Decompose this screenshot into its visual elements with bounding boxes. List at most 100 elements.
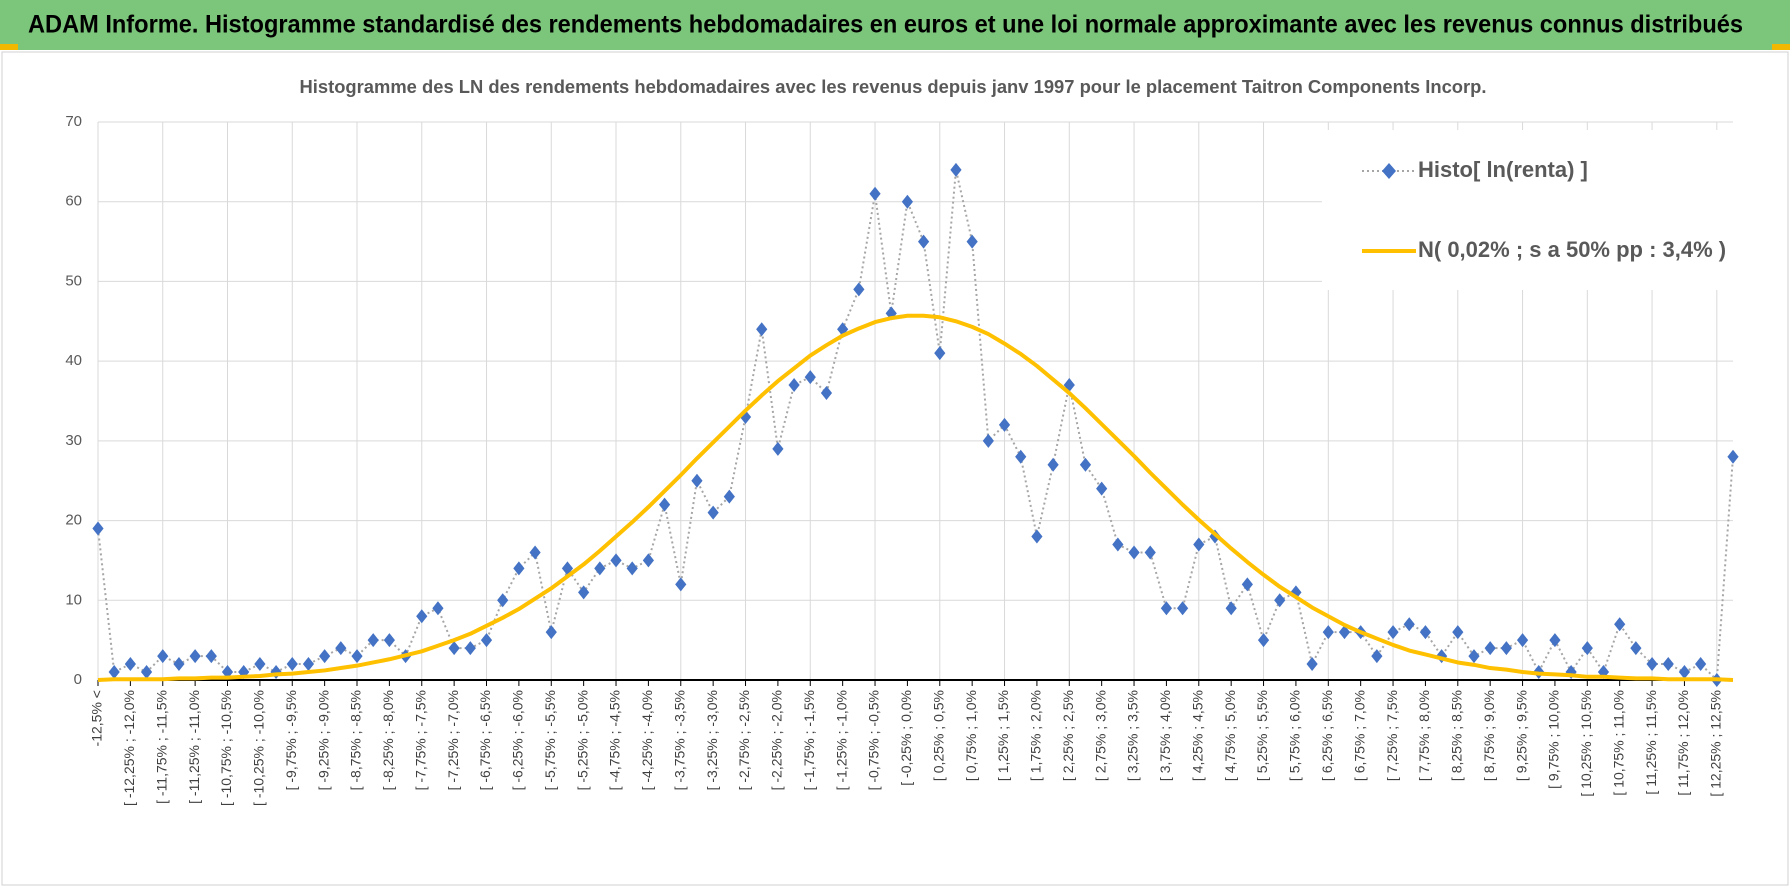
data-point xyxy=(1484,641,1496,656)
data-point xyxy=(1306,657,1318,672)
x-tick-label: [ -11,75% ; -11,5% xyxy=(153,690,169,804)
data-point xyxy=(1646,657,1658,672)
data-point xyxy=(1015,449,1027,464)
data-point xyxy=(1468,649,1480,664)
data-point xyxy=(1257,633,1270,648)
series-line xyxy=(97,313,1734,682)
data-point xyxy=(658,497,671,512)
y-tick-label: 50 xyxy=(65,272,82,289)
y-tick-label: 60 xyxy=(65,193,82,210)
data-point xyxy=(610,553,622,568)
data-point xyxy=(998,417,1011,432)
data-point xyxy=(788,378,800,393)
x-tick-label: [ 1,75% ; 2,0% xyxy=(1028,690,1044,781)
x-tick-label: [ 4,25% ; 4,5% xyxy=(1189,690,1205,781)
data-point xyxy=(157,649,169,664)
x-tick-label: [ 11,75% ; 12,0% xyxy=(1675,690,1691,796)
x-tick-label: [ 6,25% ; 6,5% xyxy=(1319,690,1335,781)
x-tick-label: [ -6,75% ; -6,5% xyxy=(477,690,493,790)
x-tick-label: [ -10,75% ; -10,5% xyxy=(218,690,234,806)
data-point xyxy=(691,473,703,488)
x-tick-label: [ -8,75% ; -8,5% xyxy=(348,690,364,790)
data-point xyxy=(108,665,120,680)
y-tick-label: 70 xyxy=(65,113,82,130)
data-point xyxy=(1096,481,1108,496)
data-point xyxy=(1678,665,1691,680)
data-point xyxy=(367,633,379,648)
x-tick-label: [ -9,25% ; -9,0% xyxy=(315,690,331,790)
x-tick-label: [ 10,75% ; 11,0% xyxy=(1610,690,1626,796)
x-tick-label: [ -0,75% ; -0,5% xyxy=(866,690,882,790)
x-tick-label: [ -10,25% ; -10,0% xyxy=(251,690,267,806)
data-point xyxy=(756,322,768,337)
x-tick-label: [ -3,25% ; -3,0% xyxy=(704,690,720,790)
y-tick-label: 40 xyxy=(65,352,82,369)
data-point xyxy=(189,649,201,664)
x-tick-label: [ 3,75% ; 4,0% xyxy=(1157,690,1173,781)
corner-accent xyxy=(0,44,18,50)
x-tick-label: [ 0,25% ; 0,5% xyxy=(930,690,946,781)
legend-marker xyxy=(1382,163,1396,179)
data-point xyxy=(1128,545,1140,560)
x-tick-label: [ -11,25% ; -11,0% xyxy=(186,690,202,804)
chart-title: Histogramme des LN des rendements hebdom… xyxy=(300,77,1487,97)
x-tick-label: [ 9,75% ; 10,0% xyxy=(1546,690,1562,789)
data-point xyxy=(982,433,994,448)
data-point xyxy=(529,545,541,560)
x-tick-label: [ -1,25% ; -1,0% xyxy=(833,690,849,790)
data-point xyxy=(772,441,784,456)
data-point xyxy=(1338,625,1351,640)
x-tick-label: [ -5,25% ; -5,0% xyxy=(574,690,590,790)
data-point xyxy=(1031,529,1043,544)
data-point xyxy=(804,370,816,385)
x-tick-label: [ -2,25% ; -2,0% xyxy=(769,690,785,790)
x-tick-label: [ -12,25% ; -12,0% xyxy=(121,690,137,806)
data-point xyxy=(901,194,914,209)
data-point xyxy=(594,561,606,576)
data-point xyxy=(1047,457,1059,472)
y-tick-label: 20 xyxy=(65,512,82,529)
data-point xyxy=(1500,641,1512,656)
page-title: ADAM Informe. Histogramme standardisé de… xyxy=(28,11,1743,39)
x-tick-label: -12,5% < xyxy=(89,690,105,746)
data-point xyxy=(934,346,946,361)
data-point xyxy=(1727,449,1739,464)
data-point xyxy=(1387,625,1399,640)
data-point xyxy=(480,633,493,648)
data-point xyxy=(1193,537,1205,552)
data-point xyxy=(869,186,881,201)
data-point xyxy=(1549,633,1561,648)
data-point xyxy=(1274,593,1286,608)
x-tick-label: [ 1,25% ; 1,5% xyxy=(995,690,1011,781)
x-tick-label: [ -9,75% ; -9,5% xyxy=(283,690,299,790)
data-point xyxy=(1695,657,1707,672)
data-point xyxy=(205,649,217,664)
x-tick-label: [ 7,75% ; 8,0% xyxy=(1416,690,1432,781)
data-point xyxy=(254,657,266,672)
x-tick-label: [ 9,25% ; 9,5% xyxy=(1513,690,1529,781)
series-line xyxy=(97,169,1734,683)
data-point xyxy=(173,657,185,672)
data-point xyxy=(675,577,687,592)
data-point xyxy=(1079,457,1092,472)
y-tick-label: 30 xyxy=(65,432,82,449)
data-point xyxy=(853,282,865,297)
data-point xyxy=(1371,649,1383,664)
data-point xyxy=(270,665,282,680)
data-point xyxy=(1516,633,1529,648)
x-tick-label: [ 6,75% ; 7,0% xyxy=(1351,690,1367,781)
data-point xyxy=(1112,537,1124,552)
data-point xyxy=(1225,601,1237,616)
x-tick-label: [ -4,75% ; -4,5% xyxy=(607,690,623,790)
data-point xyxy=(642,553,654,568)
data-point xyxy=(1614,617,1626,632)
data-point xyxy=(739,409,752,424)
y-tick-label: 10 xyxy=(65,591,82,608)
legend-label: Histo[ ln(renta) ] xyxy=(1418,157,1588,182)
data-point xyxy=(335,641,347,656)
x-tick-label: [ 0,75% ; 1,0% xyxy=(963,690,979,781)
data-point xyxy=(1452,625,1464,640)
data-point xyxy=(319,649,331,664)
x-tick-label: [ -2,75% ; -2,5% xyxy=(736,690,752,790)
